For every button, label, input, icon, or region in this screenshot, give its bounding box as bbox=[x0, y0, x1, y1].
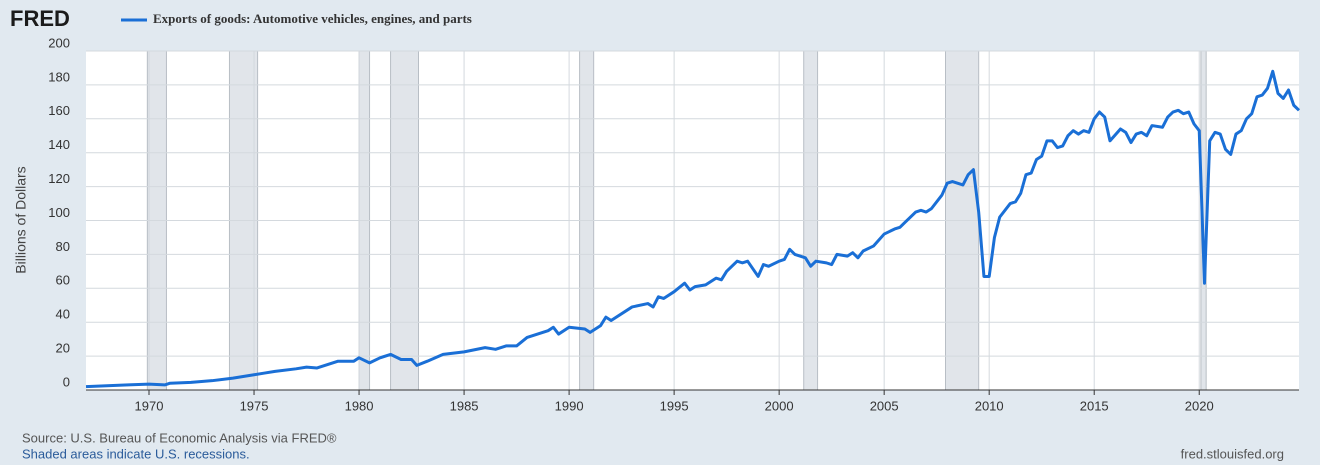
x-tick-label: 2005 bbox=[870, 398, 899, 413]
note: Shaded areas indicate U.S. recessions. bbox=[22, 446, 250, 461]
y-tick-label: 120 bbox=[48, 171, 70, 186]
y-tick-label: 20 bbox=[56, 341, 70, 356]
x-tick-label: 2010 bbox=[975, 398, 1004, 413]
y-tick-label: 40 bbox=[56, 307, 70, 322]
source: Source: U.S. Bureau of Economic Analysis… bbox=[22, 430, 337, 445]
y-tick-label: 60 bbox=[56, 273, 70, 288]
y-tick-label: 100 bbox=[48, 205, 70, 220]
legend-label: Exports of goods: Automotive vehicles, e… bbox=[153, 11, 472, 26]
x-tick-label: 2000 bbox=[765, 398, 794, 413]
x-tick-label: 1970 bbox=[135, 398, 164, 413]
x-tick-label: 1990 bbox=[555, 398, 584, 413]
y-axis-label: Billions of Dollars bbox=[13, 166, 29, 273]
credit: fred.stlouisfed.org bbox=[1181, 446, 1284, 461]
logo: FRED bbox=[10, 6, 70, 31]
y-tick-label: 140 bbox=[48, 137, 70, 152]
x-tick-label: 1995 bbox=[660, 398, 689, 413]
x-tick-label: 2020 bbox=[1185, 398, 1214, 413]
y-tick-label: 0 bbox=[63, 374, 70, 389]
x-tick-label: 1980 bbox=[345, 398, 374, 413]
data-line bbox=[85, 69, 1301, 389]
x-tick-label: 2015 bbox=[1080, 398, 1109, 413]
x-tick-label: 1975 bbox=[240, 398, 269, 413]
y-tick-label: 180 bbox=[48, 69, 70, 84]
x-tick-label: 1985 bbox=[450, 398, 479, 413]
y-tick-label: 80 bbox=[56, 239, 70, 254]
y-tick-label: 200 bbox=[48, 35, 70, 50]
y-tick-label: 160 bbox=[48, 103, 70, 118]
